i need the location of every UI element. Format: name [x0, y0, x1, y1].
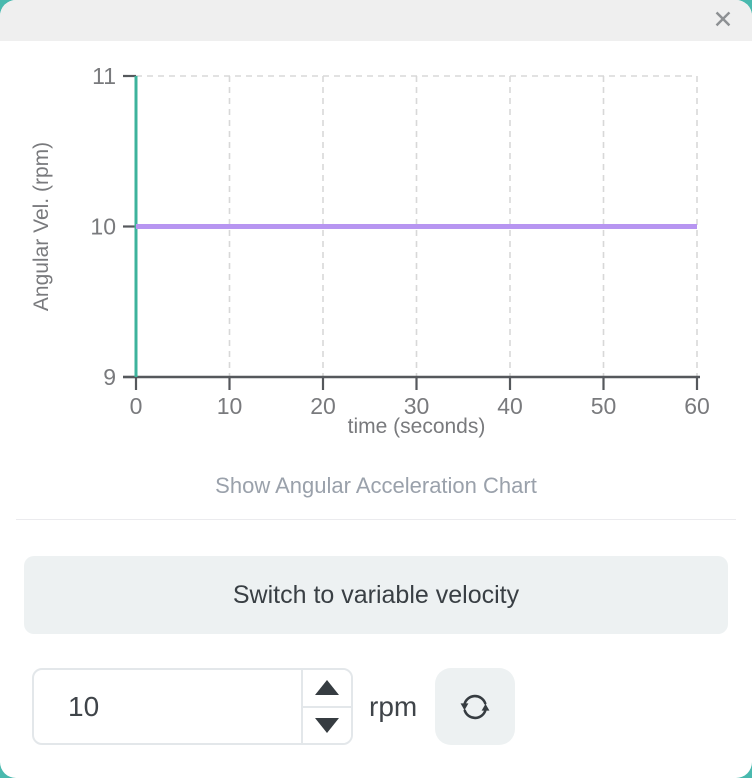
arrow-down-icon [315, 717, 339, 733]
switch-velocity-button[interactable]: Switch to variable velocity [24, 556, 728, 634]
show-acceleration-link[interactable]: Show Angular Acceleration Chart [215, 473, 537, 498]
rpm-unit-label: rpm [369, 690, 418, 722]
svg-text:10: 10 [90, 214, 116, 240]
rpm-value[interactable]: 10 [68, 690, 100, 722]
svg-text:50: 50 [591, 393, 617, 419]
svg-text:11: 11 [92, 63, 116, 89]
close-icon[interactable]: ✕ [706, 3, 740, 37]
svg-text:9: 9 [103, 364, 116, 390]
svg-text:40: 40 [497, 393, 523, 419]
svg-text:30: 30 [404, 393, 430, 419]
svg-text:time (seconds): time (seconds) [348, 415, 486, 438]
chart-canvas: 9 10 11 0 10 20 30 40 50 60 time (seconds) Angular … [30, 63, 710, 438]
svg-text:10: 10 [217, 393, 243, 419]
refresh-icon [460, 694, 490, 719]
svg-text:20: 20 [310, 393, 336, 419]
angular-velocity-chart: 9 10 11 0 10 20 30 40 50 60 time (seconds) Angular … [0, 41, 752, 441]
svg-text:60: 60 [684, 393, 710, 419]
arrow-up-icon [315, 680, 339, 696]
rpm-controls: 10 rpm [32, 668, 752, 745]
reset-button[interactable] [435, 668, 516, 745]
stepper-up-button[interactable] [303, 670, 351, 708]
svg-text:0: 0 [130, 393, 143, 419]
rpm-number-input[interactable]: 10 [32, 668, 353, 745]
divider [16, 519, 736, 520]
svg-text:Angular Vel. (rpm): Angular Vel. (rpm) [30, 142, 53, 311]
rpm-stepper [301, 670, 351, 743]
stepper-down-button[interactable] [303, 707, 351, 743]
dialog-header: ✕ [0, 0, 752, 41]
